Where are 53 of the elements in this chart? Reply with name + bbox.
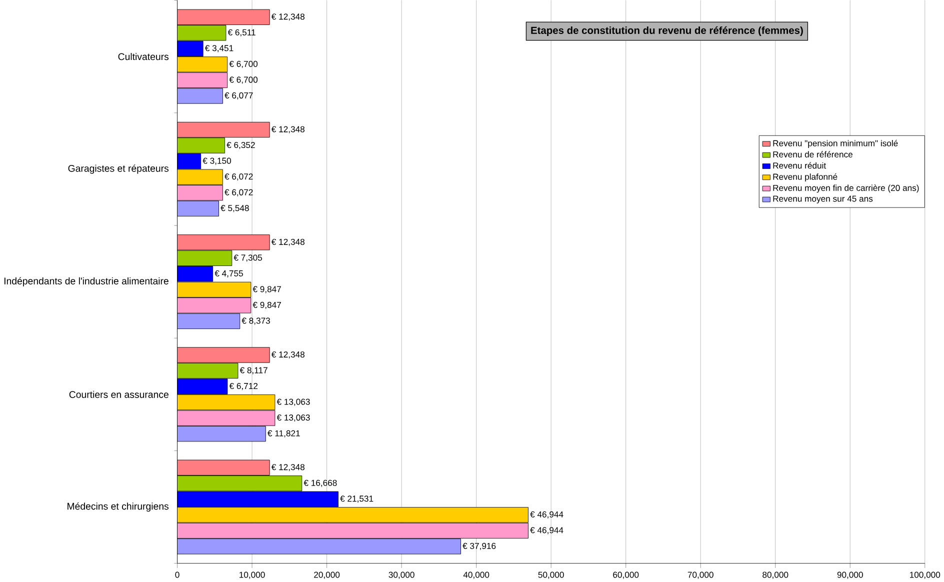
x-tick-label: 80,000 xyxy=(762,572,788,579)
data-label: € 3,150 xyxy=(202,158,231,165)
data-label: € 13,063 xyxy=(276,414,310,422)
data-label: € 12,348 xyxy=(271,126,304,134)
data-label: € 21,531 xyxy=(340,495,374,502)
data-label: € 37,916 xyxy=(462,542,496,550)
data-label: € 8,373 xyxy=(242,317,270,325)
y-tick-label: Cultivateurs xyxy=(118,52,169,60)
x-tick-label: 10,000 xyxy=(240,572,265,579)
y-tick-label: Garagistes et répateurs xyxy=(68,164,169,174)
data-label: € 46,944 xyxy=(530,526,564,534)
data-label: € 9,847 xyxy=(252,302,281,309)
x-tick-label: 90,000 xyxy=(837,572,863,579)
x-tick-label: 30,000 xyxy=(388,572,414,579)
x-tick-label: 60,000 xyxy=(613,572,639,579)
data-label: € 6,700 xyxy=(229,60,258,68)
x-tick-label: 70,000 xyxy=(688,572,714,579)
data-label: € 46,944 xyxy=(530,511,564,518)
data-label: € 3,451 xyxy=(204,44,234,52)
data-label: € 9,847 xyxy=(252,286,281,294)
data-label: € 13,063 xyxy=(276,398,310,406)
data-label: € 4,755 xyxy=(214,270,243,278)
data-label: € 12,348 xyxy=(271,351,304,358)
y-tick-label: Indépendants de l'industrie alimentaire xyxy=(4,277,168,286)
data-label: € 6,700 xyxy=(229,76,258,84)
data-label: € 5,548 xyxy=(220,204,249,212)
data-label: € 12,348 xyxy=(271,13,304,20)
x-tick-label: 20,000 xyxy=(314,572,340,579)
legend-label: Revenu réduit xyxy=(773,162,826,168)
data-label: € 6,072 xyxy=(224,173,253,180)
data-label: € 11,821 xyxy=(268,430,300,438)
x-tick-label: 50,000 xyxy=(538,572,564,579)
data-label: € 6,072 xyxy=(224,189,253,196)
y-tick-label: Courtiers en assurance xyxy=(69,390,168,398)
data-label: € 12,348 xyxy=(271,238,304,246)
text: Etapes de constitution du revenu de référence (femmes) xyxy=(531,26,803,36)
x-tick-label: 40,000 xyxy=(463,572,490,579)
legend-label: Revenu moyen fin de carrière (20 ans) xyxy=(773,184,919,192)
data-label: € 7,305 xyxy=(234,254,262,262)
data-label: € 8,117 xyxy=(240,367,268,374)
data-label: € 6,352 xyxy=(226,142,255,149)
x-tick-label: 0 xyxy=(175,572,180,578)
legend-label: Revenu plafonné xyxy=(773,173,838,182)
y-tick-label: Médecins et chirurgiens xyxy=(68,502,169,512)
legend-label: Revenu moyen sur 45 ans xyxy=(773,196,873,204)
legend-label: Revenu de référence xyxy=(773,150,852,158)
data-label: € 6,077 xyxy=(224,92,253,100)
x-tick-label: 100,000 xyxy=(910,572,940,579)
data-label: € 12,348 xyxy=(271,464,304,471)
data-label: € 16,668 xyxy=(304,480,337,487)
data-label: € 6,712 xyxy=(229,382,258,390)
data-label: € 6,511 xyxy=(228,29,256,36)
legend-label: Revenu "pension minimum" isolé xyxy=(773,140,898,148)
